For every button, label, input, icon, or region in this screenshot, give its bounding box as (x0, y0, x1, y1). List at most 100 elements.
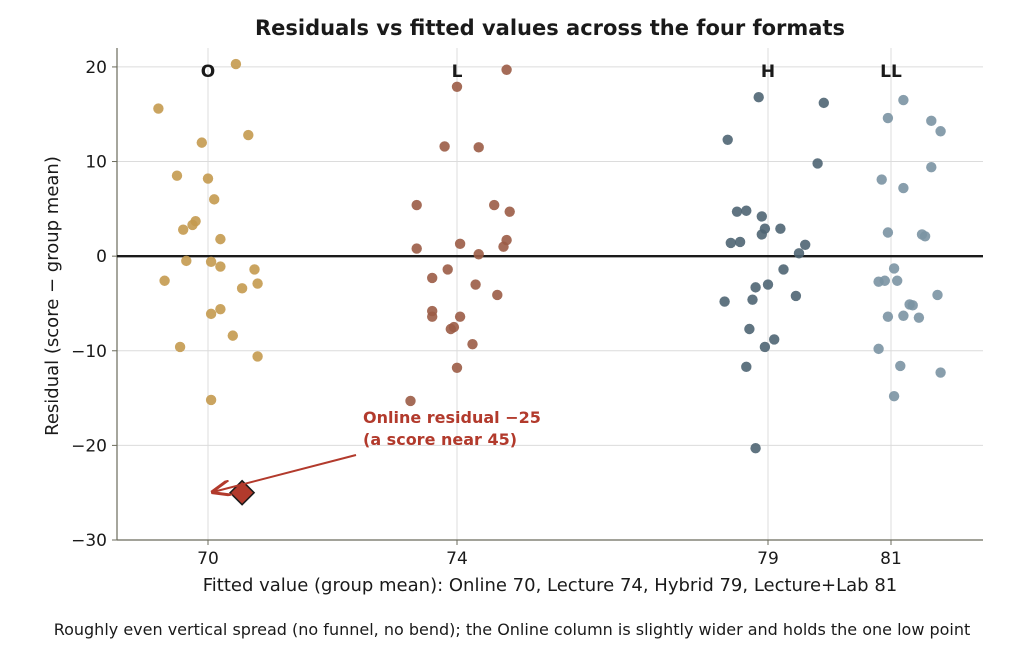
data-point-o (227, 330, 238, 341)
data-point-o (215, 233, 226, 245)
data-point-o (174, 341, 186, 353)
data-point-h (750, 443, 761, 454)
data-point-l (451, 362, 463, 373)
data-point-ll (919, 231, 931, 242)
data-point-ll (882, 112, 894, 124)
data-point-ll (888, 263, 900, 274)
data-point-h (753, 92, 764, 103)
annotation-arrow (213, 454, 357, 492)
data-point-ll (873, 343, 884, 355)
y-tick-label: −20 (71, 436, 107, 456)
data-point-h (790, 290, 802, 302)
data-point-ll (926, 162, 937, 173)
data-point-l (470, 279, 481, 290)
data-point-h (769, 334, 780, 345)
data-point-h (800, 239, 811, 250)
data-point-l (442, 264, 453, 275)
data-point-ll (876, 174, 887, 185)
data-point-o (252, 278, 263, 289)
group-label-h: H (761, 62, 775, 82)
data-point-h (756, 211, 767, 222)
data-point-h (775, 223, 786, 234)
x-ticks: 70 74 79 81 (197, 540, 902, 569)
data-point-ll (882, 311, 894, 322)
data-point-l (473, 142, 484, 153)
data-point-o (181, 255, 192, 267)
data-point-o (187, 219, 198, 231)
data-point-l (427, 311, 438, 322)
data-point-l (498, 241, 509, 252)
data-point-h (731, 206, 743, 217)
data-point-l (504, 206, 515, 217)
data-point-h (741, 205, 752, 216)
data-point-o (215, 261, 226, 272)
data-point-o (205, 308, 217, 320)
data-point-o (202, 173, 214, 184)
data-point-h (734, 236, 746, 248)
data-point-l (445, 323, 456, 335)
data-point-ll (898, 310, 909, 321)
data-point-ll (879, 275, 890, 286)
data-point-o (178, 224, 189, 235)
annotation-text-line2: (a score near 45) (363, 430, 517, 449)
data-point-l (473, 249, 484, 260)
data-point-h (722, 134, 733, 145)
data-point-o (209, 194, 220, 205)
x-axis-label: Fitted value (group mean): Online 70, Le… (203, 575, 898, 596)
data-point-o (215, 303, 226, 315)
y-tick-label: 20 (85, 58, 107, 78)
data-point-ll (935, 126, 946, 137)
axes (116, 48, 983, 541)
data-point-l (454, 238, 466, 250)
data-point-ll (898, 182, 909, 194)
data-point-ll (913, 312, 925, 323)
y-tick-label: −30 (71, 531, 107, 551)
data-point-o (205, 394, 217, 406)
data-point-ll (904, 299, 915, 310)
data-points (153, 58, 946, 454)
data-point-h (756, 229, 767, 240)
y-tick-label: −10 (71, 342, 107, 362)
group-label-ll: LL (880, 62, 902, 82)
data-point-l (489, 199, 500, 211)
data-point-ll (882, 227, 894, 238)
data-point-o (153, 103, 164, 114)
x-tick-label: 74 (446, 549, 468, 569)
x-tick-label: 70 (197, 549, 219, 569)
data-point-h (747, 294, 758, 305)
data-point-o (230, 58, 242, 70)
annotation: Online residual −25 (a score near 45) (213, 408, 541, 506)
group-label-l: L (452, 62, 463, 82)
data-point-h (744, 323, 755, 335)
data-point-l (427, 272, 438, 284)
data-point-h (818, 97, 829, 109)
data-point-ll (932, 289, 943, 301)
data-point-h (759, 341, 771, 353)
annotation-text-line1: Online residual −25 (363, 408, 541, 427)
grid-lines (117, 48, 983, 541)
y-tick-label: 0 (96, 247, 107, 267)
y-axis-label: Residual (score − group mean) (42, 156, 63, 436)
chart-title: Residuals vs fitted values across the fo… (255, 16, 845, 40)
data-point-h (778, 264, 789, 275)
data-point-o (243, 129, 254, 141)
data-point-o (159, 275, 170, 286)
data-point-h (762, 279, 774, 290)
data-point-ll (935, 367, 946, 378)
data-point-l (451, 81, 463, 92)
data-point-l (501, 64, 512, 75)
y-tick-label: 10 (85, 153, 107, 173)
group-label-o: O (201, 62, 215, 82)
data-point-l (454, 311, 466, 322)
group-labels: O L H LL (201, 62, 902, 82)
data-point-o (236, 283, 248, 294)
data-point-h (741, 361, 752, 373)
data-point-o (196, 137, 207, 148)
chart-caption: Roughly even vertical spread (no funnel,… (54, 620, 971, 639)
data-point-l (492, 289, 503, 301)
data-point-ll (892, 275, 903, 286)
data-point-h (793, 248, 805, 259)
data-point-ll (888, 390, 900, 402)
data-point-h (719, 296, 730, 307)
